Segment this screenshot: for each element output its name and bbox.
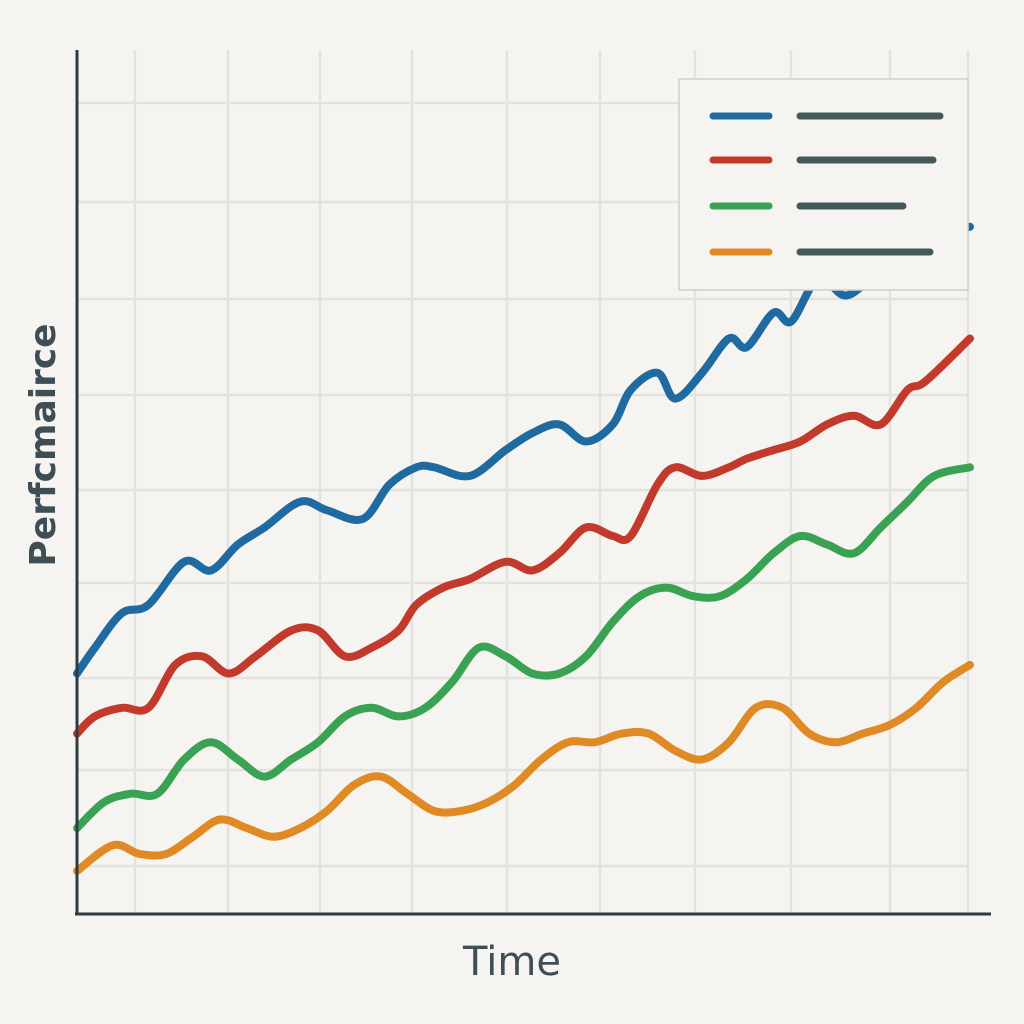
series-line-4 bbox=[73, 660, 974, 875]
legend bbox=[678, 78, 969, 291]
grid bbox=[77, 50, 970, 914]
series-line-1 bbox=[73, 222, 974, 678]
legend-box bbox=[678, 78, 969, 291]
series-line-2 bbox=[73, 334, 974, 738]
x-axis-title: Time bbox=[462, 939, 561, 985]
series-line-3 bbox=[73, 463, 974, 833]
series-layer bbox=[73, 222, 974, 875]
y-axis-title: Perfcmairce bbox=[23, 323, 64, 566]
